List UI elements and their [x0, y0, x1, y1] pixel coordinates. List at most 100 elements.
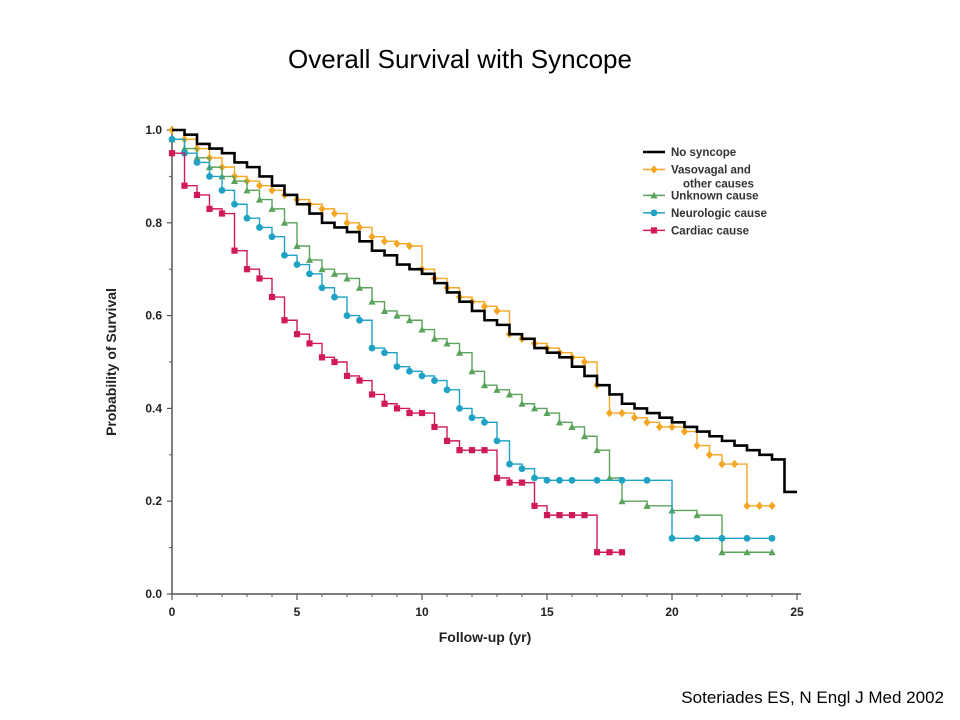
data-point-neurologic-cause: [431, 377, 438, 384]
data-point-cardiac-cause: [256, 275, 263, 282]
data-point-cardiac-cause: [393, 405, 401, 412]
data-point-cardiac-cause: [456, 447, 463, 454]
data-point-neurologic-cause: [368, 344, 376, 352]
data-point-vasovagal-and-other-causes: [368, 232, 376, 241]
data-point-cardiac-cause: [381, 400, 388, 407]
legend-swatch-marker: [650, 227, 658, 234]
y-tick-label: 0.6: [145, 309, 162, 323]
legend-label: Unknown cause: [671, 190, 759, 202]
x-tick-label: 5: [294, 605, 301, 619]
data-point-unknown-cause: [355, 284, 364, 291]
data-point-cardiac-cause: [431, 423, 438, 431]
data-point-neurologic-cause: [743, 534, 751, 542]
data-point-vasovagal-and-other-causes: [618, 408, 626, 418]
citation-text: Soteriades ES, N Engl J Med 2002: [681, 688, 944, 707]
data-point-unknown-cause: [580, 432, 589, 440]
data-point-cardiac-cause: [356, 377, 363, 384]
data-point-neurologic-cause: [243, 214, 251, 222]
data-point-cardiac-cause: [318, 354, 326, 361]
y-tick-label: 0.0: [145, 587, 162, 601]
data-point-cardiac-cause: [306, 340, 313, 347]
data-point-neurologic-cause: [643, 476, 651, 484]
series-no-syncope: [172, 128, 797, 494]
data-point-cardiac-cause: [343, 372, 351, 380]
data-point-cardiac-cause: [493, 474, 501, 482]
data-point-unknown-cause: [443, 339, 451, 347]
data-point-cardiac-cause: [281, 317, 288, 324]
data-point-unknown-cause: [418, 325, 426, 333]
data-point-vasovagal-and-other-causes: [380, 237, 389, 246]
data-point-neurologic-cause: [356, 316, 363, 324]
data-point-vasovagal-and-other-causes: [680, 427, 689, 436]
data-point-unknown-cause: [455, 349, 464, 356]
data-point-unknown-cause: [718, 548, 726, 556]
data-point-neurologic-cause: [343, 312, 351, 319]
data-point-neurologic-cause: [218, 186, 226, 194]
series-line-cardiac-cause: [172, 152, 622, 553]
data-point-unknown-cause: [530, 404, 539, 412]
data-point-vasovagal-and-other-causes: [755, 501, 764, 511]
data-point-neurologic-cause: [668, 534, 676, 542]
data-point-cardiac-cause: [293, 331, 301, 338]
data-point-unknown-cause: [318, 265, 326, 273]
data-point-vasovagal-and-other-causes: [705, 450, 714, 459]
data-point-unknown-cause: [255, 196, 264, 203]
data-point-cardiac-cause: [568, 512, 576, 519]
series-cardiac-cause: [168, 150, 626, 556]
data-point-neurologic-cause: [381, 349, 388, 357]
chart-axes: 0.0 0.2 0.4 0.6 0.8 1.0 0 5 10 15 20 25: [145, 123, 804, 619]
data-point-unknown-cause: [518, 400, 526, 407]
data-point-neurologic-cause: [306, 270, 313, 278]
data-point-unknown-cause: [368, 298, 376, 305]
data-point-unknown-cause: [618, 497, 626, 505]
y-tick-label: 1.0: [145, 123, 162, 137]
data-point-vasovagal-and-other-causes: [718, 459, 726, 469]
data-point-vasovagal-and-other-causes: [493, 306, 501, 316]
data-point-unknown-cause: [743, 548, 751, 556]
data-point-unknown-cause: [230, 177, 239, 185]
series-line-no-syncope: [172, 128, 797, 494]
data-point-unknown-cause: [493, 386, 501, 393]
y-tick-label: 0.4: [145, 401, 162, 415]
data-point-neurologic-cause: [556, 476, 563, 484]
data-point-cardiac-cause: [243, 266, 251, 273]
data-point-neurologic-cause: [543, 476, 551, 484]
data-point-neurologic-cause: [418, 372, 426, 380]
data-point-neurologic-cause: [168, 135, 176, 143]
data-point-cardiac-cause: [331, 358, 338, 366]
legend-swatch-marker: [650, 191, 658, 199]
data-point-unknown-cause: [330, 270, 339, 277]
legend-label: No syncope: [671, 147, 736, 159]
legend-label: Cardiac cause: [671, 225, 749, 237]
data-point-unknown-cause: [555, 418, 564, 426]
data-point-vasovagal-and-other-causes: [393, 239, 401, 248]
data-point-unknown-cause: [605, 474, 614, 481]
data-point-neurologic-cause: [718, 534, 726, 542]
data-point-cardiac-cause: [556, 512, 563, 519]
legend-item-cardiac-cause: Cardiac cause: [643, 225, 749, 237]
data-point-neurologic-cause: [593, 476, 601, 484]
data-point-cardiac-cause: [218, 210, 226, 217]
data-point-neurologic-cause: [268, 233, 276, 241]
data-point-vasovagal-and-other-causes: [655, 422, 664, 432]
data-point-vasovagal-and-other-causes: [605, 408, 614, 418]
data-point-cardiac-cause: [193, 191, 201, 199]
legend-item-vasovagal-and-other-causes: Vasovagal and other causes: [643, 165, 754, 191]
data-point-unknown-cause: [430, 335, 439, 342]
data-point-vasovagal-and-other-causes: [255, 181, 264, 190]
data-point-neurologic-cause: [693, 534, 701, 542]
data-point-vasovagal-and-other-causes: [580, 357, 589, 367]
data-point-neurologic-cause: [768, 534, 776, 542]
data-point-unknown-cause: [593, 446, 601, 454]
data-point-cardiac-cause: [518, 479, 526, 486]
x-tick-label: 25: [790, 605, 804, 619]
data-point-unknown-cause: [305, 256, 314, 263]
data-point-neurologic-cause: [256, 224, 263, 231]
x-tick-label: 20: [665, 605, 679, 619]
data-point-unknown-cause: [543, 409, 551, 417]
data-point-vasovagal-and-other-causes: [268, 186, 276, 195]
legend-swatch-marker: [650, 165, 658, 174]
data-point-cardiac-cause: [606, 549, 613, 556]
data-point-unknown-cause: [380, 307, 389, 314]
legend-item-neurologic-cause: Neurologic cause: [643, 208, 767, 220]
